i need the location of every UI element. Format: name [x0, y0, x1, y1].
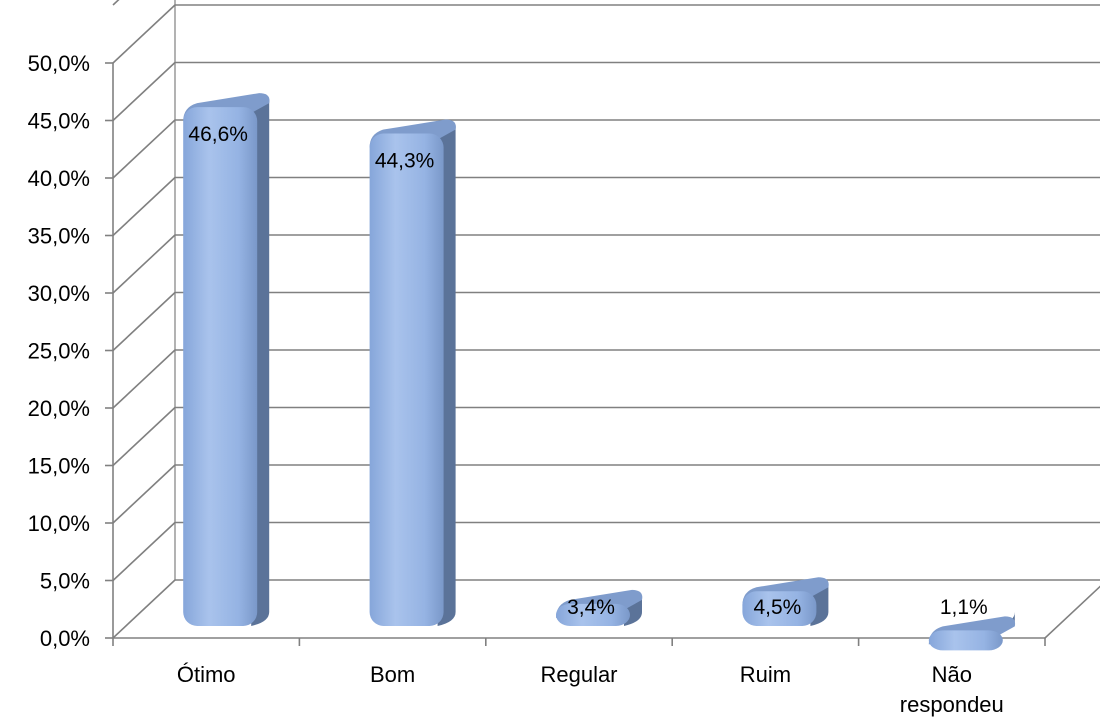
y-tick-label: 15,0% [28, 454, 90, 479]
data-label: 3,4% [567, 596, 615, 619]
bar-front [369, 133, 444, 627]
gridline-diagonal [112, 521, 176, 582]
y-tick-label: 25,0% [28, 339, 90, 364]
gridline-diagonal [112, 349, 176, 409]
x-tick-label: Não respondeu [900, 662, 1004, 717]
bar-front [928, 630, 1003, 651]
data-label: 46,6% [188, 123, 248, 146]
gridline-diagonal [112, 0, 120, 6]
bar [742, 577, 829, 626]
label-layer: 46,6% 44,3% 3,4% 4,5% 1,1% [188, 123, 987, 619]
bar-layer [183, 93, 1016, 651]
bar [928, 612, 1016, 651]
gridline-diagonal [112, 464, 176, 524]
y-tick-label: 35,0% [28, 224, 90, 249]
x-tick-label: Ruim [740, 662, 791, 687]
data-label: 44,3% [375, 150, 435, 173]
y-tick-label: 40,0% [28, 166, 90, 191]
x-tick-label: Regular [540, 662, 617, 687]
gridline-diagonal [112, 234, 176, 294]
gridline-diagonal [112, 291, 176, 352]
bar-front [183, 107, 258, 627]
y-tick-label: 50,0% [28, 51, 90, 76]
gridline-diagonal [112, 4, 176, 64]
bar-front [742, 591, 817, 626]
grid-layer [112, 0, 1100, 639]
bar [556, 589, 643, 626]
x-tick-label: Ótimo [177, 662, 236, 687]
data-label: 4,5% [753, 596, 801, 619]
bar-front [556, 603, 630, 626]
y-tick-label: 0,0% [40, 626, 90, 651]
bar [369, 119, 456, 627]
y-tick-label: 10,0% [28, 511, 90, 536]
gridline-diagonal [112, 176, 176, 237]
y-tick-label: 5,0% [40, 569, 90, 594]
gridline-diagonal [112, 119, 176, 179]
axis-layer: 0,0% 5,0% 10,0% 15,0% 20,0% 25,0% 30,0% 35,0% 40… [28, 51, 1100, 717]
data-label: 1,1% [940, 596, 988, 619]
gridline-diagonal [112, 406, 176, 467]
y-tick-label: 45,0% [28, 109, 90, 134]
gridline-diagonal [112, 61, 176, 122]
floor-edge [1044, 585, 1100, 639]
y-tick-label: 20,0% [28, 396, 90, 421]
bar [183, 93, 270, 627]
y-tick-label: 30,0% [28, 281, 90, 306]
x-tick-label: Bom [370, 662, 415, 687]
gridline-diagonal [112, 579, 176, 639]
